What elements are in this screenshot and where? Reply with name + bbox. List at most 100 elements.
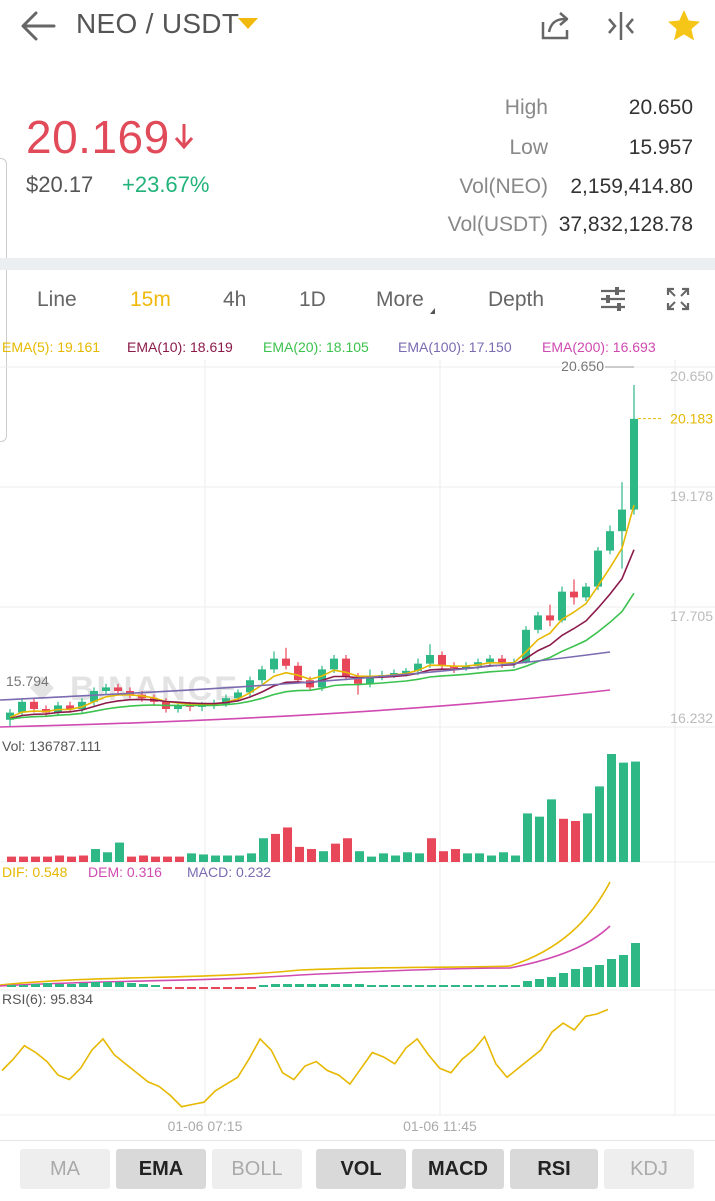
ema-lines [0,504,635,728]
macd-bar [511,985,520,987]
candle-body [234,692,242,699]
time-axis-label: 01-06 11:45 [403,1118,477,1134]
macd-bar [391,985,400,987]
candle-body [258,669,266,681]
max-price-label: 20.650 [561,358,604,374]
candle-body [342,658,350,677]
price-axis-label: 20.650 [670,368,713,384]
macd-bar [607,959,616,987]
indicator-ema-button[interactable]: EMA [116,1149,206,1189]
candle-body [270,658,278,670]
pair-dropdown-caret-icon[interactable] [238,18,258,29]
volume-bar [103,852,112,862]
candle-body [174,705,182,709]
volume-bar [559,818,568,862]
indicator-bar: MA EMA BOLL VOL MACD RSI KDJ [0,1140,715,1201]
macd-bar [235,987,244,989]
macd-bar [427,985,436,987]
volume-bar [31,856,40,862]
macd-bar [139,984,148,987]
candle-body [546,615,554,621]
volume-bar [175,856,184,862]
macd-bar [295,984,304,987]
candle-body [606,531,614,551]
volume-bar [19,856,28,862]
candle-body [102,687,110,691]
share-icon[interactable] [535,6,575,46]
indicator-macd-button[interactable]: MACD [412,1149,504,1189]
volume-bar [631,761,640,862]
back-arrow-icon[interactable] [18,8,58,44]
vol-quote-label: Vol(USDT) [447,213,548,236]
macd-bar [463,985,472,987]
candlestick-series: BINANCE [6,385,638,727]
indicator-rsi-button[interactable]: RSI [510,1149,598,1189]
ema-legend-item: EMA(20): 18.105 [263,339,369,355]
price-axis: 20.650 19.178 17.705 16.232 20.650 15.794 20.1… [6,358,713,726]
more-caret-icon [430,308,435,314]
candle-body [354,676,362,684]
candle-body [318,669,326,688]
volume-bar [403,852,412,862]
candle-body [426,655,434,664]
fullscreen-icon[interactable] [663,284,693,314]
candle-body [114,687,122,691]
indicator-vol-button[interactable]: VOL [316,1149,406,1189]
volume-bar [427,838,436,862]
kline-chart[interactable]: EMA(5): 19.161 EMA(10): 18.619 EMA(20): 18… [0,330,715,1138]
candle-body [402,670,410,673]
high-label: High [504,96,548,119]
pair-title[interactable]: NEO / USDT [76,8,240,39]
macd-bar [547,977,556,987]
macd-bar [331,984,340,987]
tab-line[interactable]: Line [37,288,77,311]
macd-bar [55,984,64,987]
volume-bar [43,856,52,862]
indicator-kdj-button[interactable]: KDJ [604,1149,694,1189]
volume-bar [115,842,124,862]
ema-legend: EMA(5): 19.161 EMA(10): 18.619 EMA(20): 18… [2,339,656,355]
ema-legend-item: EMA(5): 19.161 [2,339,100,355]
candle-body [594,550,602,587]
volume-bar [343,838,352,862]
header: NEO / USDT [0,0,715,60]
tab-1d[interactable]: 1D [299,288,326,311]
volume-bar [499,852,508,862]
macd-bar [487,985,496,987]
tab-15m[interactable]: 15m [130,288,171,311]
tab-depth[interactable]: Depth [488,288,545,311]
tab-4h[interactable]: 4h [223,288,247,311]
macd-bar [595,965,604,987]
high-value: 20.650 [628,96,693,119]
macd-bar [439,985,448,987]
settings-sliders-icon[interactable] [598,284,628,314]
macd-bar [451,985,460,987]
min-price-label: 15.794 [6,673,49,689]
candle-body [78,701,86,709]
volume-bar [367,856,376,862]
volume-bar [607,754,616,862]
macd-bar [403,985,412,987]
tab-more[interactable]: More [376,288,424,311]
macd-bar [115,982,124,987]
candle-body [522,629,530,663]
macd-bar [259,985,268,987]
star-icon[interactable] [664,6,704,46]
macd-bar [187,987,196,989]
volume-bar [535,816,544,862]
macd-bar [127,983,136,987]
candle-body [414,663,422,671]
volume-label: Vol: 136787.111 [2,738,101,754]
indicator-ma-button[interactable]: MA [20,1149,110,1189]
compare-icon[interactable] [601,6,641,46]
rsi-line [1,1008,609,1108]
volume-bar [91,849,100,862]
volume-bar [475,853,484,862]
macd-bar [43,983,52,987]
volume-bar [151,856,160,862]
macd-bar [283,984,292,987]
chart-grid [0,360,715,1116]
indicator-boll-button[interactable]: BOLL [212,1149,302,1189]
macd-bar [151,985,160,987]
volume-bar [319,851,328,862]
